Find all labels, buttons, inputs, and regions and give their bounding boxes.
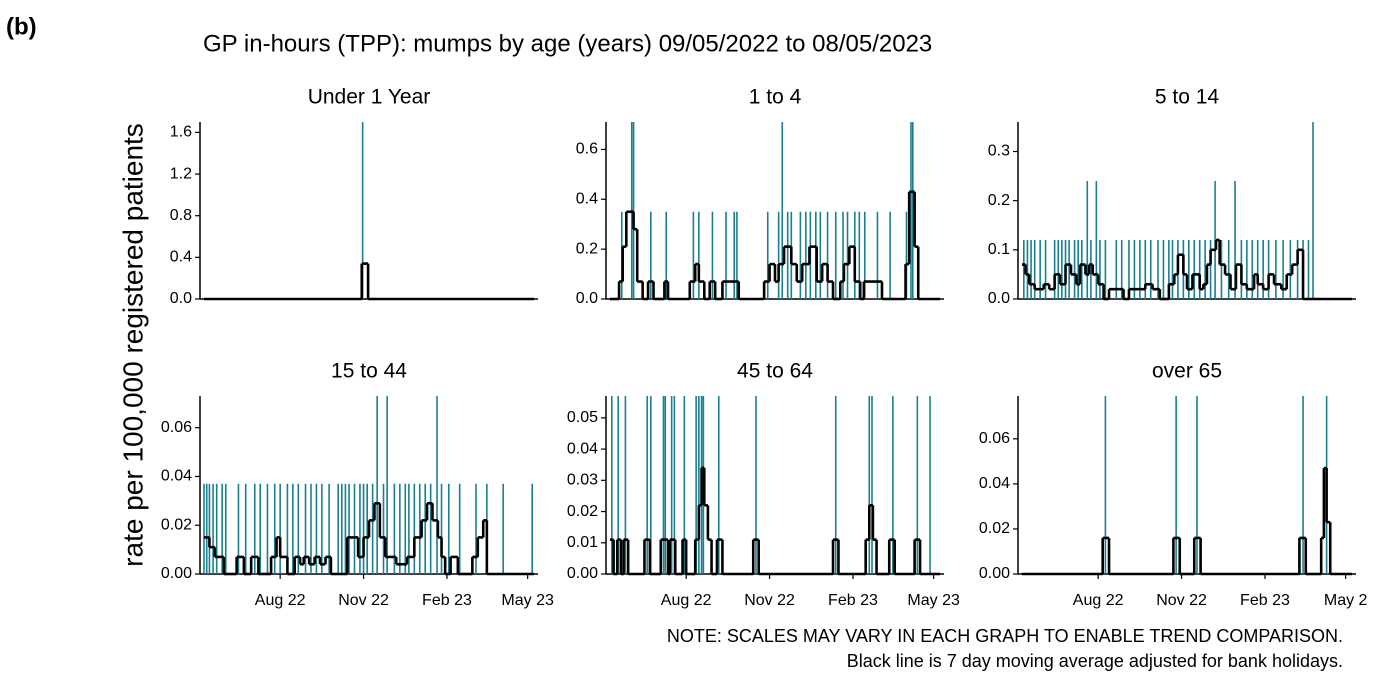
y-tick-label: 0.05 xyxy=(567,409,598,426)
panel-title: over 65 xyxy=(1152,360,1222,383)
y-tick-label: 0.02 xyxy=(979,520,1010,537)
y-tick-label: 0.8 xyxy=(170,207,192,224)
panel-title: 15 to 44 xyxy=(331,360,407,383)
y-tick-label: 1.6 xyxy=(170,124,192,141)
note: NOTE: SCALES MAY VARY IN EACH GRAPH TO E… xyxy=(667,626,1343,646)
y-tick-label: 1.2 xyxy=(170,165,192,182)
x-tick-label: Feb 23 xyxy=(422,592,472,609)
y-tick-label: 0.06 xyxy=(979,430,1010,447)
y-tick-label: 0.00 xyxy=(567,565,598,582)
y-tick-label: 0.0 xyxy=(576,290,598,307)
x-tick-label: Nov 22 xyxy=(1156,592,1207,609)
x-tick-label: Feb 23 xyxy=(828,592,878,609)
y-tick-label: 0.0 xyxy=(170,290,192,307)
chart-title: GP in-hours (TPP): mumps by age (years) … xyxy=(203,30,932,57)
panel-title: 5 to 14 xyxy=(1155,86,1220,109)
x-tick-label: Aug 22 xyxy=(1073,592,1124,609)
y-tick-label: 0.03 xyxy=(567,472,598,489)
y-tick-label: 0.4 xyxy=(170,249,192,266)
x-tick-label: Aug 22 xyxy=(661,592,712,609)
y-tick-label: 0.02 xyxy=(161,516,192,533)
x-tick-label: May 2 xyxy=(1324,592,1368,609)
panel-title: 45 to 64 xyxy=(737,360,813,383)
x-tick-label: May 23 xyxy=(907,592,960,609)
y-tick-label: 0.00 xyxy=(979,565,1010,582)
y-tick-label: 0.6 xyxy=(576,141,598,158)
panel-label: (b) xyxy=(6,13,37,40)
y-tick-label: 0.2 xyxy=(576,240,598,257)
y-tick-label: 0.0 xyxy=(988,290,1010,307)
y-tick-label: 0.1 xyxy=(988,241,1010,258)
y-axis-label: rate per 100,000 registered patients xyxy=(117,123,148,567)
y-tick-label: 0.3 xyxy=(988,143,1010,160)
y-tick-label: 0.04 xyxy=(567,440,598,457)
y-tick-label: 0.04 xyxy=(979,475,1010,492)
y-tick-label: 0.04 xyxy=(161,468,192,485)
x-tick-label: Aug 22 xyxy=(255,592,306,609)
y-tick-label: 0.2 xyxy=(988,192,1010,209)
note: Black line is 7 day moving average adjus… xyxy=(847,651,1343,671)
panel-title: Under 1 Year xyxy=(308,86,431,109)
x-tick-label: Nov 22 xyxy=(338,592,389,609)
x-tick-label: May 23 xyxy=(501,592,554,609)
y-tick-label: 0.00 xyxy=(161,565,192,582)
y-tick-label: 0.01 xyxy=(567,534,598,551)
x-tick-label: Feb 23 xyxy=(1240,592,1290,609)
x-tick-label: Nov 22 xyxy=(744,592,795,609)
y-tick-label: 0.02 xyxy=(567,503,598,520)
y-tick-label: 0.4 xyxy=(576,191,598,208)
y-tick-label: 0.06 xyxy=(161,419,192,436)
panel-title: 1 to 4 xyxy=(749,86,802,109)
